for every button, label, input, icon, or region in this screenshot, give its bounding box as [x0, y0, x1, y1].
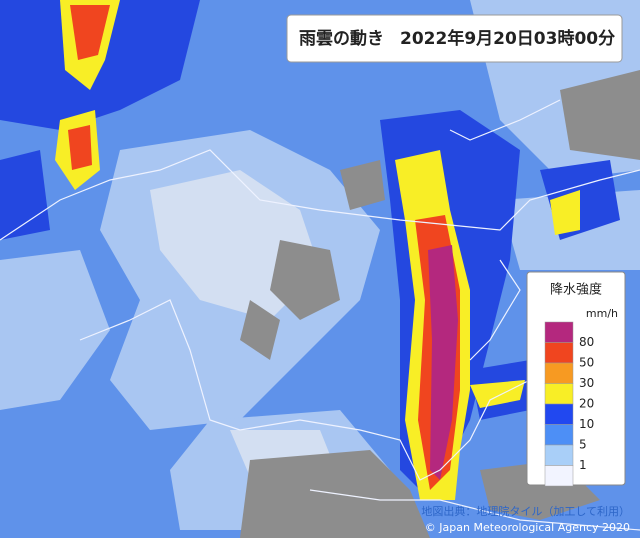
legend: 降水強度 mm/h 80 50 30 20 10 5 1 [526, 271, 626, 487]
legend-swatch [544, 362, 574, 384]
boundaries [0, 99, 640, 531]
legend-label: 50 [579, 356, 594, 370]
legend-label: 30 [579, 376, 594, 390]
legend-box [526, 271, 626, 486]
legend-title: 降水強度 [550, 282, 602, 298]
legend-swatch [544, 321, 574, 343]
datetime: 2022年9月20日03時00分 [400, 28, 615, 49]
legend-swatch [544, 342, 574, 364]
legend-swatch [544, 424, 574, 446]
legend-swatch [544, 465, 574, 487]
extreme-rain [428, 245, 458, 480]
legend-label: 5 [579, 438, 587, 452]
legend-label: 80 [579, 335, 594, 349]
legend-label: 10 [579, 417, 594, 431]
legend-unit: mm/h [586, 307, 618, 320]
legend-label: 1 [579, 458, 587, 472]
legend-swatch [544, 383, 574, 405]
legend-swatch [544, 403, 574, 425]
legend-swatch [544, 444, 574, 466]
legend-label: 20 [579, 397, 594, 411]
title: 雨雲の動き [299, 28, 384, 49]
title-box [286, 14, 623, 63]
source: 地図出典：地理院タイル（加工して利用） [421, 504, 630, 518]
copyright: © Japan Meteorological Agency 2020 [425, 521, 630, 534]
